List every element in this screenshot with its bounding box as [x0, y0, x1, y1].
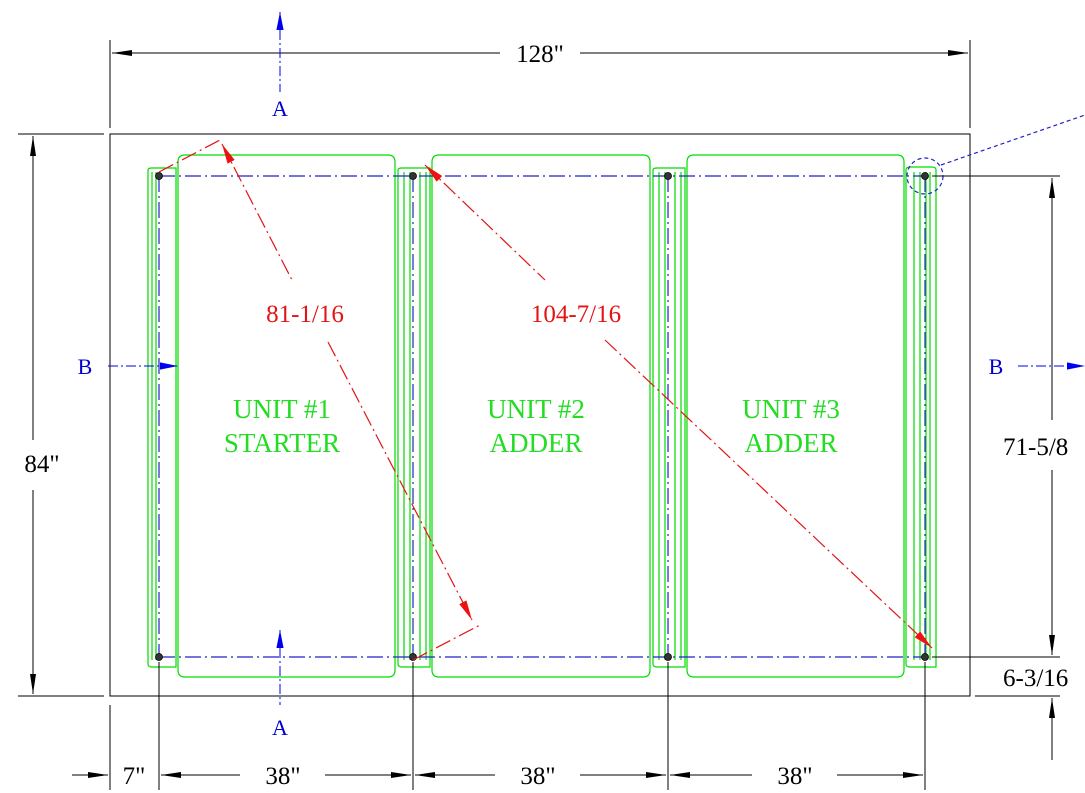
spacing-1-label: 38": [265, 763, 300, 790]
section-b-right: B: [989, 354, 1085, 379]
unit1-diagonal-label: 81-1/16: [266, 301, 344, 328]
section-b-left: B: [78, 354, 178, 379]
unit1-type: STARTER: [224, 428, 340, 458]
anchor-point: [664, 172, 672, 180]
width-dimension: 128": [112, 41, 968, 68]
unit3-number: UNIT #3: [742, 394, 840, 424]
vertical-span-label: 71-5/8: [1003, 434, 1068, 461]
width-extension-lines: [109, 40, 971, 128]
unit1-number: UNIT #1: [233, 394, 331, 424]
unit-labels: UNIT #1 STARTER UNIT #2 ADDER UNIT #3 AD…: [224, 394, 840, 458]
unit2-number: UNIT #2: [487, 394, 585, 424]
right-vertical-dimensions: 71-5/8 6-3/16: [932, 175, 1068, 760]
unit2-type: ADDER: [490, 428, 583, 458]
bottom-offset-label: 6-3/16: [1003, 665, 1068, 692]
section-a-top-label: A: [272, 96, 288, 121]
width-dimension-label: 128": [516, 41, 564, 68]
base-outline: [109, 133, 971, 697]
height-dimension: 84": [18, 133, 104, 697]
detail-callout: [906, 114, 1085, 195]
left-offset-label: 7": [123, 763, 146, 790]
overall-diagonal-label: 104-7/16: [531, 301, 621, 328]
section-a-top: A: [272, 12, 288, 121]
unit3-type: ADDER: [745, 428, 838, 458]
section-b-left-label: B: [78, 354, 93, 379]
anchor-point: [155, 653, 163, 661]
anchor-point: [664, 653, 672, 661]
anchor-point: [155, 172, 163, 180]
overall-diagonal-dimension: 104-7/16: [424, 164, 933, 649]
anchor-point: [921, 653, 929, 661]
height-dimension-label: 84": [24, 451, 59, 478]
spacing-2-label: 38": [520, 763, 555, 790]
anchor-centerlines: [158, 175, 926, 658]
bottom-dimensions: 7" 38" 38" 38": [72, 662, 926, 790]
section-a-bottom: A: [272, 630, 288, 740]
section-a-bottom-label: A: [272, 715, 288, 740]
unit1-diagonal-dimension: 81-1/16: [158, 139, 481, 661]
spacing-3-label: 38": [777, 763, 812, 790]
unit-outlines: [147, 154, 937, 678]
anchor-point: [921, 172, 929, 180]
anchor-point: [409, 172, 417, 180]
section-b-right-label: B: [989, 354, 1004, 379]
